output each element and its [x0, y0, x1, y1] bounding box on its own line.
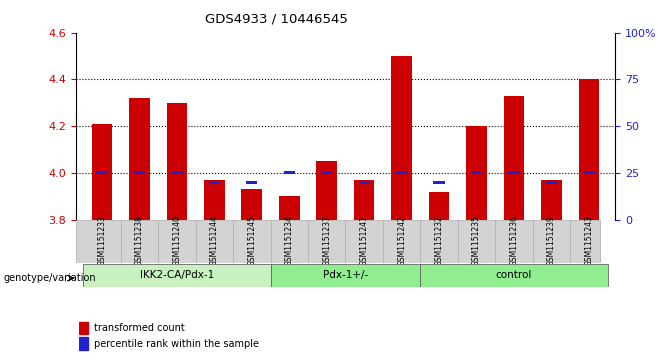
Text: GSM1151237: GSM1151237 — [322, 216, 331, 266]
Text: percentile rank within the sample: percentile rank within the sample — [93, 339, 259, 348]
Text: transformed count: transformed count — [93, 323, 184, 333]
Text: GDS4933 / 10446545: GDS4933 / 10446545 — [205, 13, 348, 26]
Bar — [359, 181, 370, 184]
Bar — [467, 126, 487, 220]
Bar — [79, 322, 88, 334]
Bar — [270, 264, 420, 287]
Text: GSM1151236: GSM1151236 — [509, 216, 519, 266]
Text: GSM1151240: GSM1151240 — [172, 216, 182, 266]
Bar — [509, 171, 520, 174]
Bar — [279, 196, 299, 220]
Bar — [316, 161, 337, 220]
Bar — [546, 181, 557, 184]
Text: GSM1151241: GSM1151241 — [360, 216, 368, 266]
Bar — [321, 171, 332, 174]
Bar — [420, 264, 608, 287]
Bar — [171, 171, 182, 174]
Bar — [429, 192, 449, 220]
Bar — [166, 103, 187, 220]
Text: GSM1151242: GSM1151242 — [397, 216, 406, 266]
Bar — [91, 124, 113, 220]
Bar — [284, 171, 295, 174]
Bar — [354, 180, 374, 220]
Text: GSM1151238: GSM1151238 — [135, 216, 144, 266]
Text: IKK2-CA/Pdx-1: IKK2-CA/Pdx-1 — [139, 270, 214, 280]
Text: control: control — [496, 270, 532, 280]
Text: GSM1151233: GSM1151233 — [97, 216, 107, 266]
Bar — [434, 181, 445, 184]
Text: GSM1151243: GSM1151243 — [584, 216, 594, 266]
Bar — [504, 96, 524, 220]
Text: genotype/variation: genotype/variation — [3, 273, 96, 284]
Bar — [584, 171, 595, 174]
Text: Pdx-1+/-: Pdx-1+/- — [323, 270, 368, 280]
Bar — [96, 171, 107, 174]
Bar — [471, 171, 482, 174]
Bar — [578, 79, 599, 220]
Text: GSM1151244: GSM1151244 — [210, 216, 219, 266]
Bar — [542, 180, 562, 220]
Bar — [396, 171, 407, 174]
Bar — [83, 264, 270, 287]
Bar — [246, 181, 257, 184]
Bar — [392, 56, 412, 220]
Text: GSM1151239: GSM1151239 — [547, 216, 556, 266]
Bar — [209, 181, 220, 184]
Bar — [204, 180, 224, 220]
Bar — [129, 98, 149, 220]
Bar — [79, 338, 88, 350]
Text: GSM1151235: GSM1151235 — [472, 216, 481, 266]
Text: GSM1151234: GSM1151234 — [285, 216, 293, 266]
Text: GSM1151232: GSM1151232 — [435, 216, 443, 266]
Text: GSM1151245: GSM1151245 — [247, 216, 256, 266]
Bar — [134, 171, 145, 174]
Bar — [241, 189, 262, 220]
